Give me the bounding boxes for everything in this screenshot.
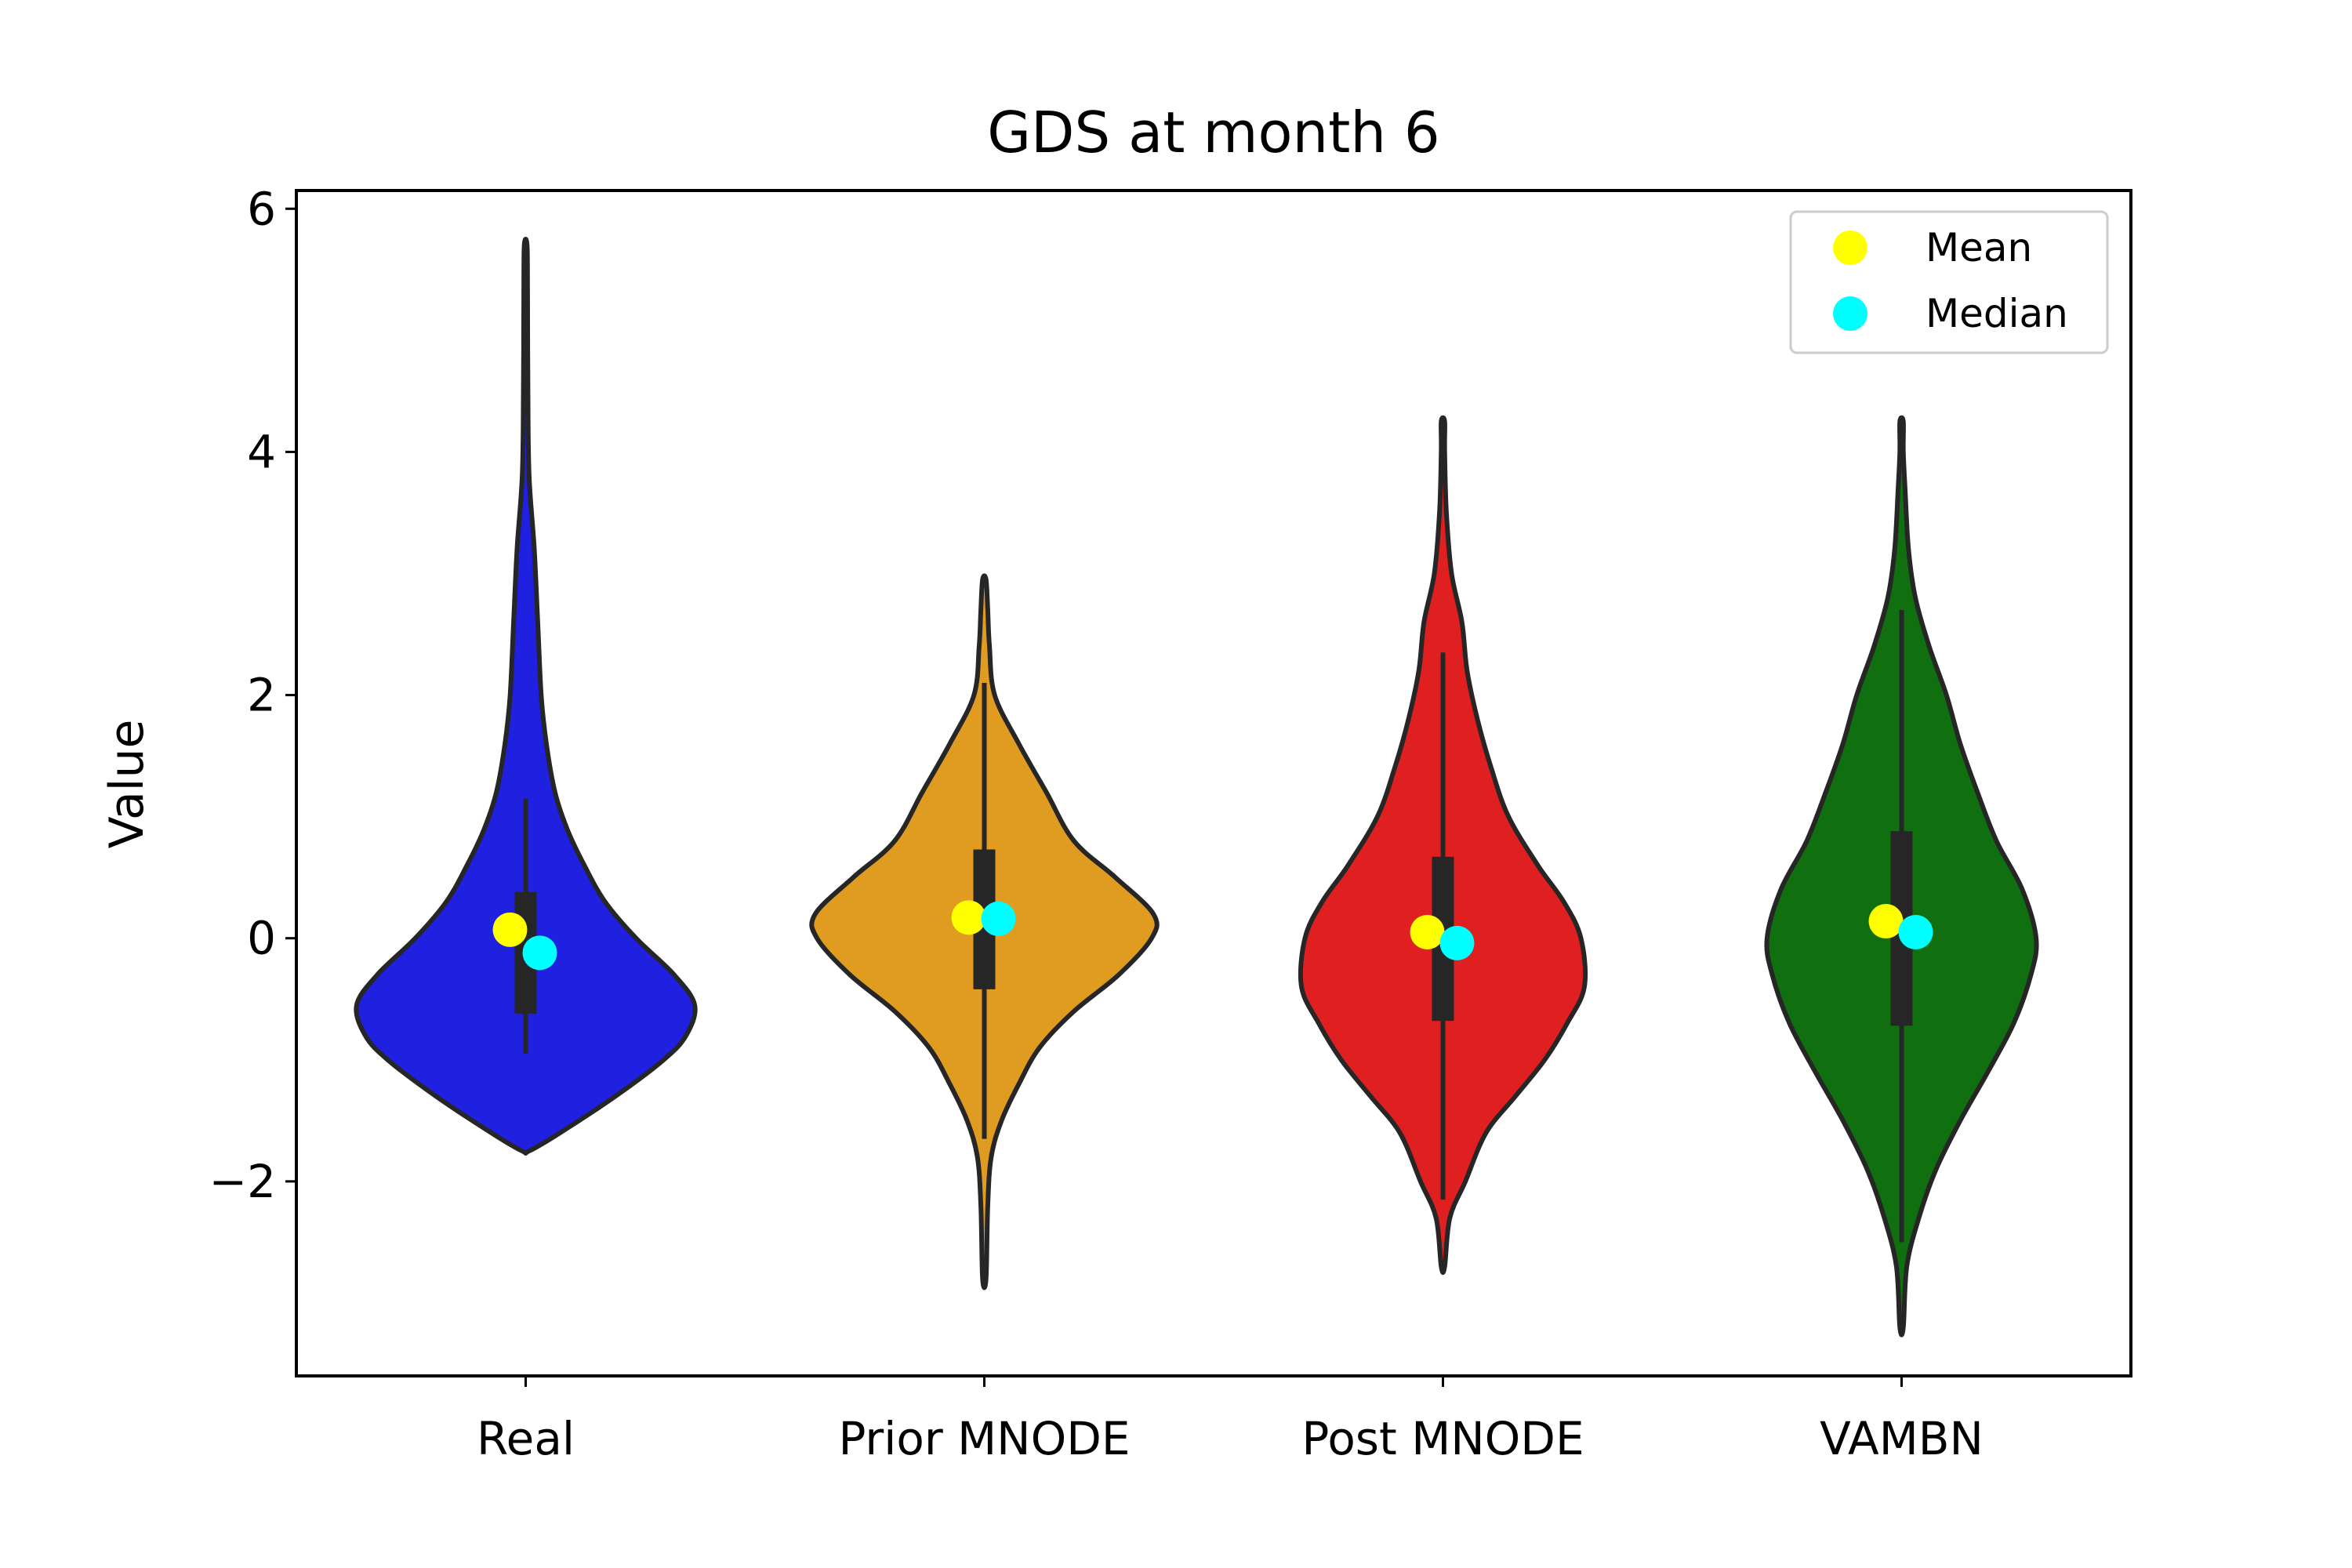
violin-layer	[354, 237, 2039, 1338]
median-point-real	[522, 935, 557, 971]
mean-point-prior-mnode	[951, 900, 986, 935]
y-tick-label: 2	[247, 669, 276, 722]
legend-label-mean: Mean	[1926, 225, 2032, 270]
x-axis: Real Prior MNODE Post MNODE VAMBN	[477, 1376, 1984, 1465]
plot-frame	[295, 189, 2132, 1377]
y-tick-label: −2	[209, 1155, 277, 1208]
mean-point-vambn	[1868, 904, 1904, 939]
violin-real	[354, 237, 698, 1156]
legend-marker-mean	[1833, 230, 1867, 265]
x-tick-label: Prior MNODE	[838, 1412, 1130, 1465]
median-point-vambn	[1898, 914, 1933, 949]
y-tick-label: 6	[247, 182, 276, 235]
y-tick-label: 4	[247, 425, 276, 478]
legend: Mean Median	[1789, 210, 2109, 354]
mean-point-post-mnode	[1410, 914, 1445, 949]
point-layer	[492, 900, 1933, 971]
y-axis: −2 0 2 4 6	[209, 182, 296, 1208]
mean-point-real	[492, 912, 528, 947]
legend-box	[1789, 210, 2109, 354]
chart-title: GDS at month 6	[987, 100, 1439, 165]
x-tick-label: Real	[477, 1412, 575, 1465]
y-tick-label: 0	[247, 912, 276, 965]
legend-marker-median	[1833, 296, 1867, 331]
x-tick-label: VAMBN	[1820, 1412, 1984, 1465]
legend-label-median: Median	[1926, 291, 2068, 336]
x-tick-label: Post MNODE	[1301, 1412, 1584, 1465]
y-axis-label: Value	[100, 720, 154, 849]
median-point-post-mnode	[1439, 925, 1475, 960]
median-point-prior-mnode	[981, 901, 1016, 936]
